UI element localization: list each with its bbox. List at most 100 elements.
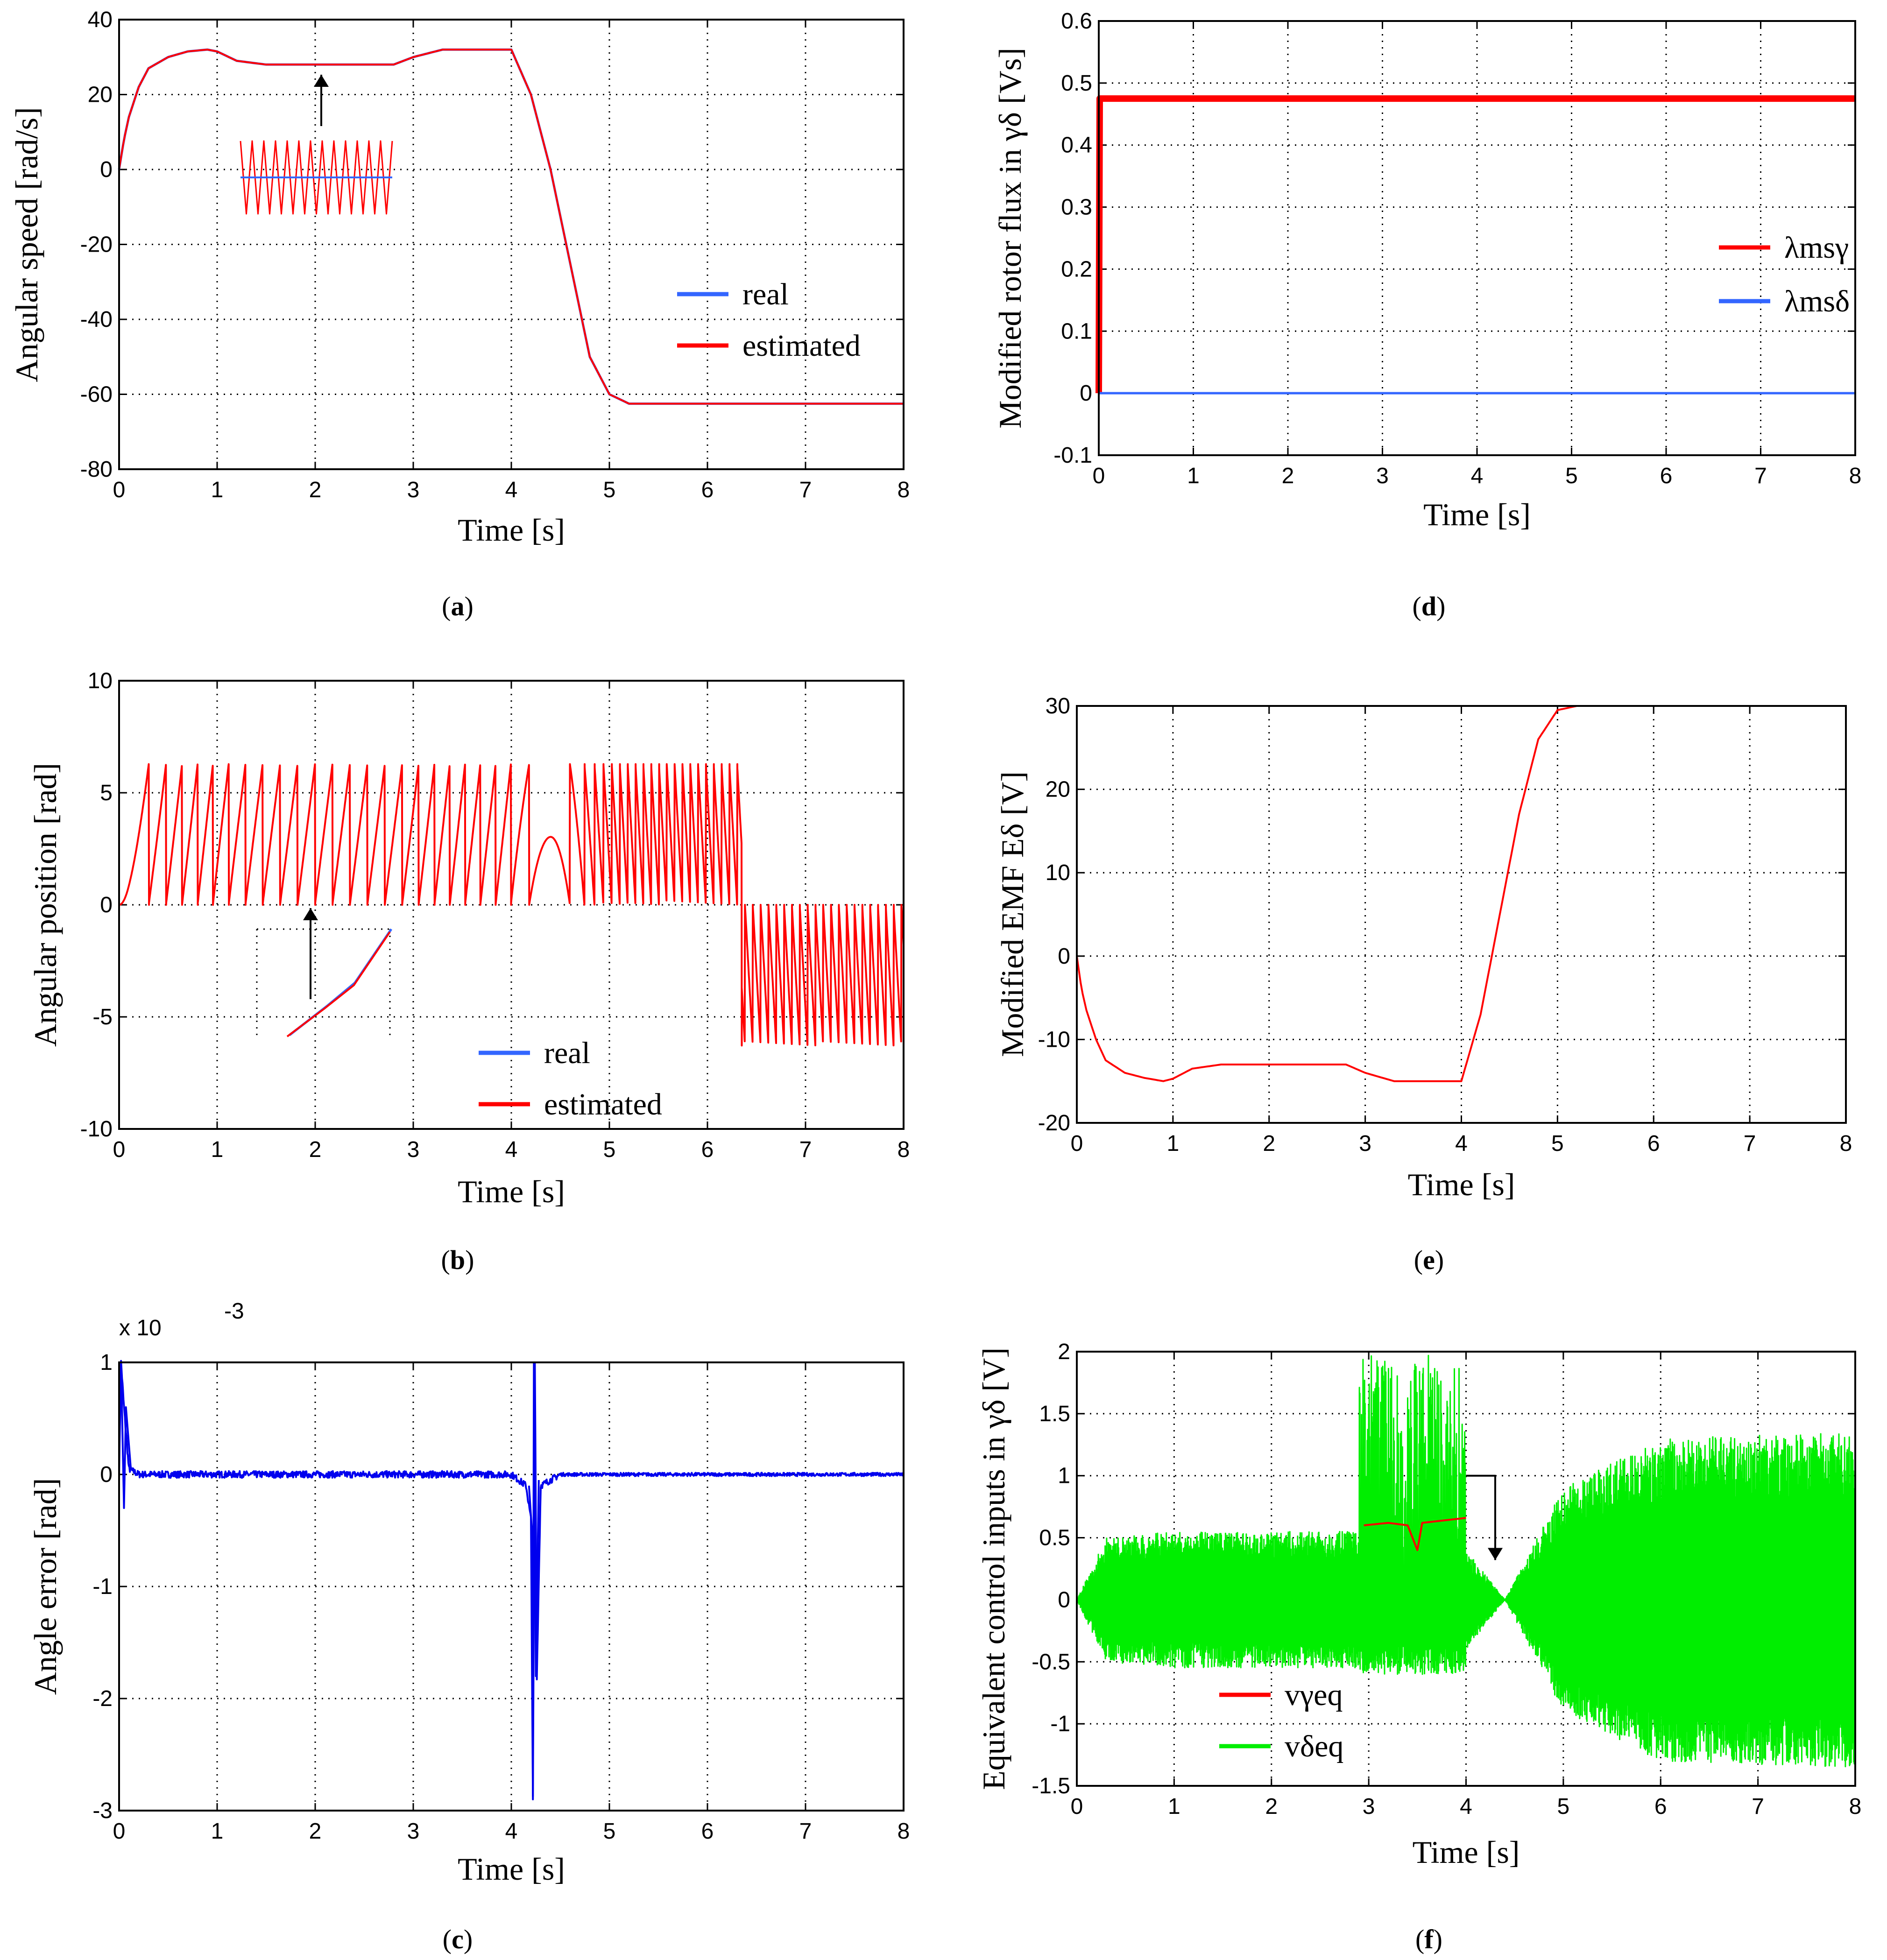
legend-label-vgamma-eq: vγeq xyxy=(1285,1678,1343,1712)
legend-label-vdelta-eq: vδeq xyxy=(1285,1729,1343,1763)
legend-label-lambda-delta: λmsδ xyxy=(1784,284,1850,318)
y-tick-label: 0.2 xyxy=(1061,257,1092,282)
y-tick-label: 0 xyxy=(100,1462,113,1487)
x-axis-label: Time [s] xyxy=(1408,1167,1515,1202)
y-tick-label: -1.5 xyxy=(1032,1774,1070,1798)
x-tick-label: 6 xyxy=(1660,464,1673,488)
x-tick-label: 2 xyxy=(1265,1794,1278,1819)
x-tick-label: 8 xyxy=(898,1819,910,1844)
chart-a: 0 1 2 3 4 5 6 7 8 -80 -60 -40 -20 0 20 40 Time [s] Angula… xyxy=(0,0,934,654)
y-tick-label: 0 xyxy=(100,893,113,917)
chart-a-svg: 0 1 2 3 4 5 6 7 8 -80 -60 -40 -20 0 20 40 Time [s] Angula… xyxy=(9,7,910,548)
chart-e: 0 1 2 3 4 5 6 7 8 -20 -10 0 10 20 30 Time [s] Modified E… xyxy=(953,654,1887,1307)
spike-4s xyxy=(528,1361,540,1800)
inset-estimated-zoom xyxy=(286,931,391,1037)
x-tick-label: 2 xyxy=(309,1819,322,1844)
x-tick-label: 8 xyxy=(898,1137,910,1162)
x-tick-label: 5 xyxy=(603,1819,616,1844)
y-axis-label: Modified EMF Eδ [V] xyxy=(995,771,1030,1057)
chart-f: 0 1 2 3 4 5 6 7 8 -1.5 -1 -0.5 0 0.5 1 1.5 2 Time [s] Equi… xyxy=(953,1284,1887,1960)
x-axis-label: Time [s] xyxy=(458,1851,565,1887)
x-tick-label: 4 xyxy=(505,1819,518,1844)
caption-c: (c) xyxy=(442,1924,473,1954)
series-estimated-line xyxy=(118,49,904,405)
x-tick-label: 5 xyxy=(1557,1794,1570,1819)
x-tick-label: 1 xyxy=(211,1819,224,1844)
x-tick-label: 3 xyxy=(407,478,420,502)
x-tick-label: 0 xyxy=(1093,464,1105,488)
x-tick-label: 3 xyxy=(407,1137,420,1162)
x-tick-label: 0 xyxy=(113,1137,126,1162)
y-axis-label: Modified rotor flux in γδ [Vs] xyxy=(992,48,1028,429)
x-tick-label: 5 xyxy=(1551,1131,1564,1156)
x-tick-label: 2 xyxy=(1263,1131,1275,1156)
chart-e-svg: 0 1 2 3 4 5 6 7 8 -20 -10 0 10 20 30 Time [s] Modified E… xyxy=(995,694,1852,1202)
x-axis-label: Time [s] xyxy=(1423,497,1531,532)
x-tick-label: 0 xyxy=(1071,1794,1083,1819)
x-tick-label: 0 xyxy=(113,478,126,502)
x-tick-label: 8 xyxy=(1849,1794,1862,1819)
plot-area xyxy=(1077,706,1846,1123)
x-tick-label: 2 xyxy=(309,478,322,502)
y-tick-label: -3 xyxy=(92,1798,113,1823)
y-tick-label: 20 xyxy=(1046,777,1070,802)
legend-label-lambda-gamma: λmsγ xyxy=(1784,231,1849,265)
x-tick-label: 1 xyxy=(211,478,224,502)
x-tick-label: 3 xyxy=(1363,1794,1375,1819)
y-tick-label: 10 xyxy=(88,669,113,693)
y-tick-label: 0 xyxy=(100,157,113,182)
x-tick-label: 6 xyxy=(701,1819,714,1844)
y-tick-label: 40 xyxy=(88,7,113,32)
y-tick-label: 2 xyxy=(1058,1340,1070,1364)
y-tick-label: 20 xyxy=(88,83,113,107)
caption-b: (b) xyxy=(441,1245,474,1275)
series-estimated-line xyxy=(118,763,905,1047)
y-axis-label: Angle error [rad] xyxy=(28,1478,63,1695)
x-axis-label: Time [s] xyxy=(458,1174,565,1209)
x-tick-label: 7 xyxy=(1752,1794,1764,1819)
plot-border xyxy=(118,19,905,470)
series-vgamma-eq-line xyxy=(1364,1517,1466,1551)
inset-estimated-zoom xyxy=(240,140,393,215)
y-tick-label: 0.6 xyxy=(1061,9,1092,34)
y-tick-label: -1 xyxy=(1050,1712,1070,1736)
legend-label-real: real xyxy=(544,1036,590,1070)
scale-exponent: -3 xyxy=(224,1299,244,1324)
x-tick-label: 4 xyxy=(1471,464,1484,488)
y-tick-label: -80 xyxy=(80,457,113,482)
y-tick-label: -40 xyxy=(80,307,113,332)
x-tick-label: 5 xyxy=(1565,464,1578,488)
x-tick-label: 3 xyxy=(1376,464,1389,488)
x-tick-label: 4 xyxy=(1455,1131,1468,1156)
chart-c: 0 1 2 3 4 5 6 7 8 -3 -2 -1 0 1 Time [s] Angle error [ra… xyxy=(0,1284,934,1960)
x-tick-label: 7 xyxy=(1754,464,1767,488)
series-vdelta-eq-line xyxy=(1076,1354,1856,1768)
caption-e: (e) xyxy=(1413,1245,1444,1275)
y-tick-label: -2 xyxy=(92,1686,113,1711)
x-tick-label: 0 xyxy=(1071,1131,1083,1156)
x-tick-label: 1 xyxy=(1168,1794,1180,1819)
x-tick-label: 4 xyxy=(1460,1794,1472,1819)
x-tick-label: 2 xyxy=(309,1137,322,1162)
y-axis-label: Equivalent control inputs in γδ [V] xyxy=(976,1347,1011,1790)
legend-label-real: real xyxy=(742,277,789,311)
chart-b-svg: 0 1 2 3 4 5 6 7 8 -10 -5 0 5 10 Time [s] Angular positi… xyxy=(28,669,910,1209)
x-tick-label: 2 xyxy=(1282,464,1294,488)
y-tick-label: 1 xyxy=(1058,1464,1070,1488)
legend-label-estimated: estimated xyxy=(742,329,861,363)
y-tick-label: 0.1 xyxy=(1061,319,1092,344)
x-tick-label: 8 xyxy=(898,478,910,502)
x-tick-label: 6 xyxy=(701,1137,714,1162)
zoom-arrow-path xyxy=(1466,1474,1496,1548)
caption-f: (f) xyxy=(1415,1924,1442,1954)
y-tick-label: 0.4 xyxy=(1061,133,1092,158)
x-tick-label: 7 xyxy=(799,1819,812,1844)
x-tick-label: 7 xyxy=(799,478,812,502)
y-tick-label: -0.5 xyxy=(1032,1650,1070,1674)
y-tick-label: -60 xyxy=(80,382,113,407)
caption-a: (a) xyxy=(442,591,474,621)
chart-d: 0 1 2 3 4 5 6 7 8 -0.1 0 0.1 0.2 0.3 0.4 0.5 0.6 Time [s]… xyxy=(953,0,1887,654)
x-tick-label: 0 xyxy=(113,1819,126,1844)
x-tick-label: 4 xyxy=(505,1137,518,1162)
